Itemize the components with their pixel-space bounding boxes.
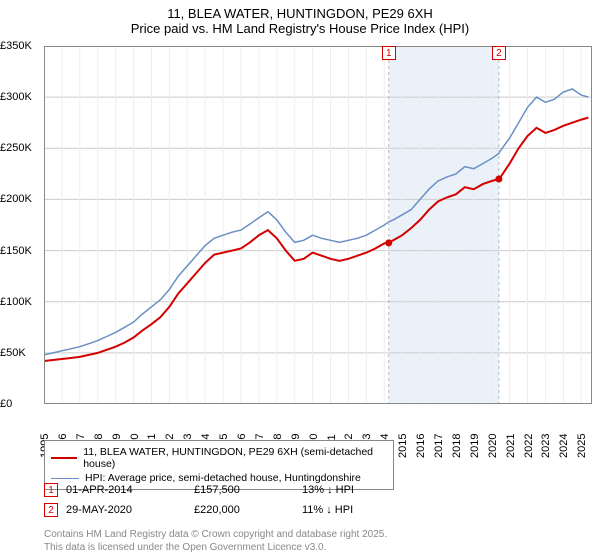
x-tick-label: 2019 — [469, 434, 481, 458]
y-tick-label: £50K — [0, 347, 26, 359]
sales-table: 1 01-APR-2014 £157,500 13% ↓ HPI 2 29-MAY-202… — [44, 480, 584, 520]
x-tick-label: 2025 — [576, 434, 588, 458]
sale-row: 2 29-MAY-2020 £220,000 11% ↓ HPI — [44, 500, 584, 520]
sale-date: 29-MAY-2020 — [66, 504, 186, 516]
sale-pct-vs-hpi: 11% ↓ HPI — [302, 504, 402, 516]
y-tick-label: £300K — [0, 91, 32, 103]
sale-marker: 1 — [44, 483, 58, 497]
sale-row: 1 01-APR-2014 £157,500 13% ↓ HPI — [44, 480, 584, 500]
sale-marker: 2 — [44, 503, 58, 517]
legend-item: 11, BLEA WATER, HUNTINGDON, PE29 6XH (se… — [51, 445, 387, 471]
sale-price: £157,500 — [194, 484, 294, 496]
chart-title: 11, BLEA WATER, HUNTINGDON, PE29 6XH Pri… — [0, 0, 600, 38]
legend-label: 11, BLEA WATER, HUNTINGDON, PE29 6XH (se… — [83, 446, 387, 470]
legend-swatch — [51, 478, 79, 479]
sale-price: £220,000 — [194, 504, 294, 516]
y-tick-label: £100K — [0, 296, 32, 308]
y-tick-label: £350K — [0, 40, 32, 52]
x-tick-label: 2016 — [415, 434, 427, 458]
sale-pct-vs-hpi: 13% ↓ HPI — [302, 484, 402, 496]
x-tick-label: 2021 — [505, 434, 517, 458]
footer-line2: This data is licensed under the Open Gov… — [44, 541, 387, 554]
footer-attribution: Contains HM Land Registry data © Crown c… — [44, 528, 387, 554]
x-tick-label: 2017 — [433, 434, 445, 458]
footer-line1: Contains HM Land Registry data © Crown c… — [44, 528, 387, 541]
y-tick-label: £0 — [0, 398, 12, 410]
x-tick-label: 2023 — [540, 434, 552, 458]
title-subtitle: Price paid vs. HM Land Registry's House … — [0, 21, 600, 36]
y-tick-label: £150K — [0, 245, 32, 257]
legend-swatch — [51, 457, 77, 459]
plot-area: 12 — [44, 46, 592, 404]
y-tick-label: £200K — [0, 193, 32, 205]
x-tick-label: 2020 — [487, 434, 499, 458]
x-tick-label: 2018 — [451, 434, 463, 458]
sale-callout-2: 2 — [492, 46, 506, 60]
x-axis: 1995199619971998199920002001200220032004… — [44, 406, 592, 436]
y-tick-label: £250K — [0, 142, 32, 154]
title-address: 11, BLEA WATER, HUNTINGDON, PE29 6XH — [0, 6, 600, 21]
sale-callout-1: 1 — [382, 46, 396, 60]
chart-container: 11, BLEA WATER, HUNTINGDON, PE29 6XH Pri… — [0, 0, 600, 560]
x-tick-label: 2022 — [523, 434, 535, 458]
sale-date: 01-APR-2014 — [66, 484, 186, 496]
x-tick-label: 2024 — [558, 434, 570, 458]
chart-svg — [44, 46, 592, 404]
x-tick-label: 2015 — [397, 434, 409, 458]
